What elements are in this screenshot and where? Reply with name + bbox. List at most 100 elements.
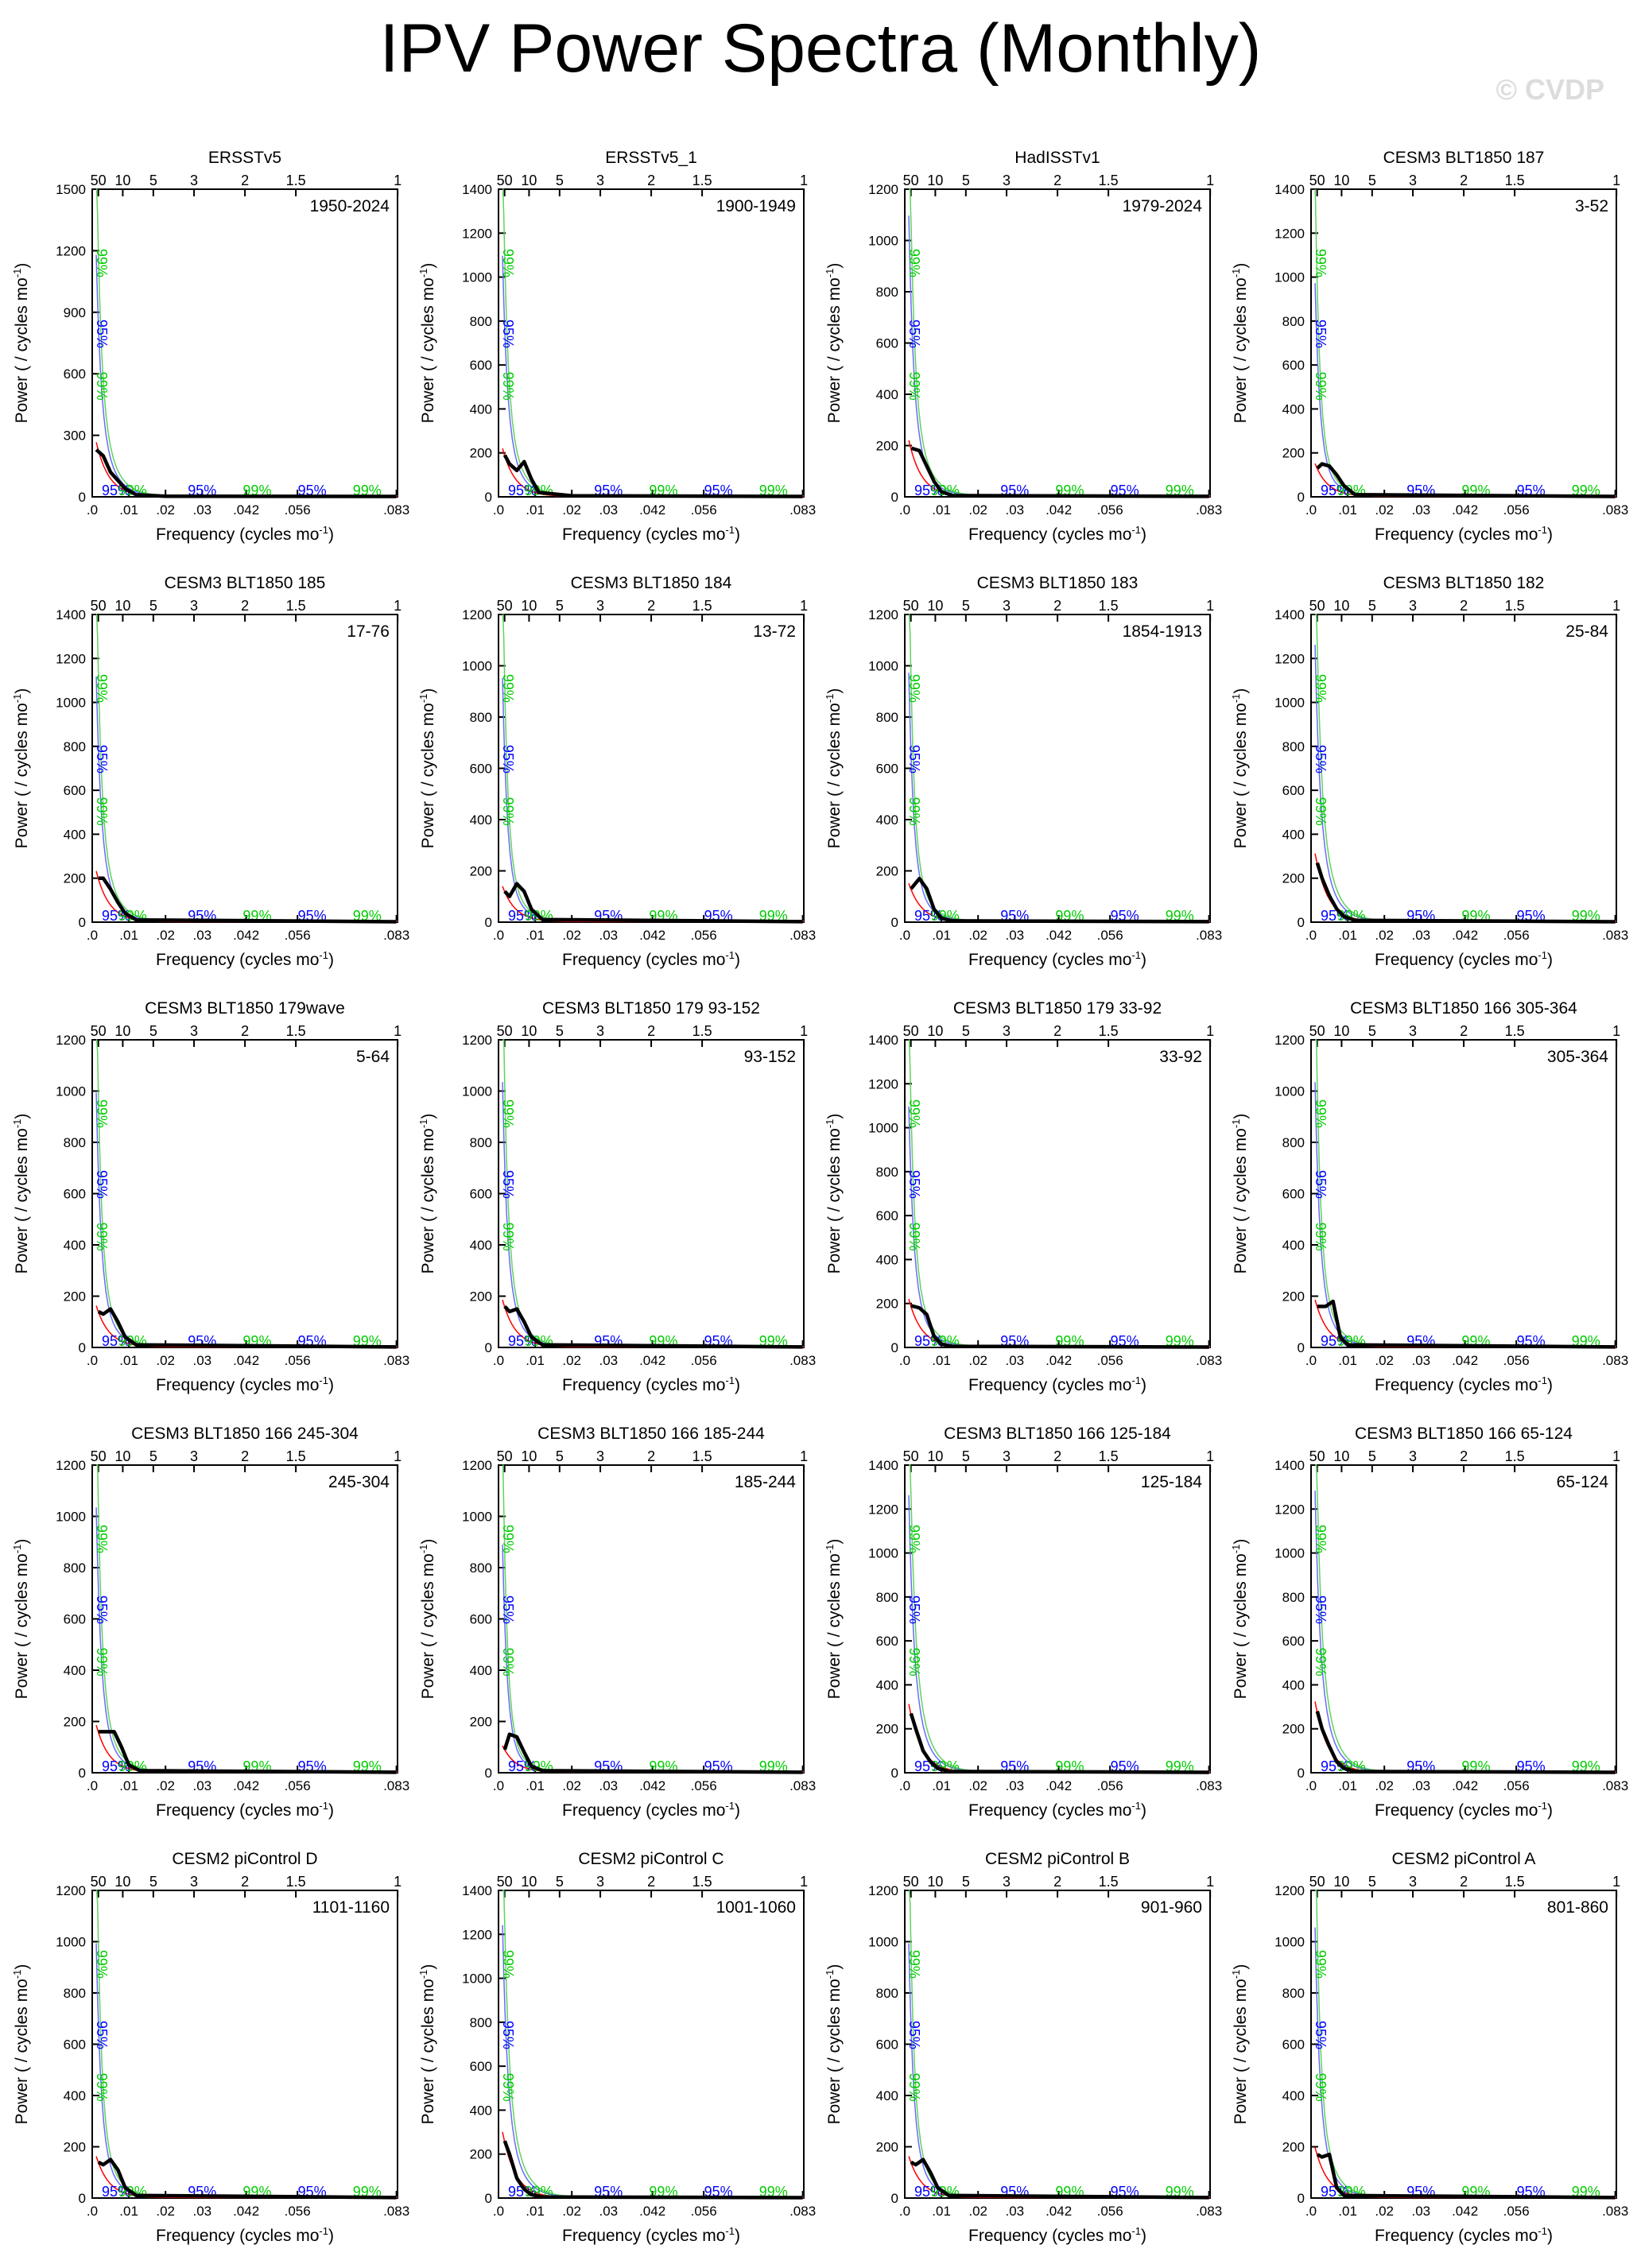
confidence-label: 99% [94,1525,110,1553]
period-label: 93-152 [744,1048,796,1066]
period-tick-label: 5 [1368,1874,1376,1890]
x-tick-label: .01 [932,502,951,518]
y-tick-label: 0 [79,2191,86,2206]
y-tick-label: 600 [64,1612,86,1627]
period-label: 901-960 [1141,1898,1202,1917]
y-tick-label: 400 [1282,827,1305,842]
panel-title: CESM3 BLT1850 179wave [145,999,345,1018]
period-tick-label: 3 [596,1023,604,1039]
confidence-label: 99% [94,1099,110,1128]
period-tick-label: 3 [190,173,198,188]
x-tick-label: .042 [1046,928,1072,943]
y-tick-label: 600 [470,1187,492,1202]
x-tick-label: .042 [233,928,259,943]
period-tick-label: 3 [190,598,198,614]
confidence-label: 99% [94,1950,110,1979]
x-tick-label: .02 [156,928,175,943]
x-tick-label: .083 [383,1778,409,1793]
y-tick-label: 1000 [56,1510,86,1525]
x-tick-label: .02 [1375,1778,1394,1793]
spectrum-line [503,882,803,924]
y-axis-label: Power ( / cycles mo-1) [417,688,437,849]
plot-frame [498,1890,805,2199]
period-tick-label: 1.5 [1505,1874,1525,1890]
period-tick-label: 3 [1409,1023,1417,1039]
y-tick-label: 800 [1282,739,1305,754]
y-tick-label: 1400 [462,1883,492,1898]
y-tick-label: 800 [1282,314,1305,329]
confidence-label: 99% [94,2073,110,2102]
period-tick-label: 5 [962,1874,970,1890]
x-tick-label: .01 [526,1778,545,1793]
p99-confidence-line [1314,188,1616,497]
x-axis-label: Frequency (cycles mo-1) [1375,949,1553,969]
confidence-label: 95% [1313,1595,1329,1624]
period-tick-label: 50 [1309,1874,1325,1890]
x-tick-label: .02 [156,1778,175,1793]
p95-confidence-line [502,1544,804,1773]
x-tick-label: .056 [1097,928,1123,943]
x-tick-label: .0 [87,502,98,518]
y-tick-label: 0 [1298,2191,1305,2206]
y-tick-label: 1000 [868,1121,898,1136]
p95-confidence-line [502,1082,804,1347]
x-axis-label: Frequency (cycles mo-1) [156,949,334,969]
confidence-label: 99% [94,797,110,826]
plot-frame [904,614,1211,923]
confidence-label: 95% [508,908,537,924]
spectrum-line [502,1732,803,1774]
y-tick-label: 1200 [462,607,492,622]
x-tick-label: .042 [639,2204,665,2219]
period-tick-label: 10 [521,598,537,614]
y-tick-label: 1200 [56,651,86,666]
x-tick-label: .083 [383,502,409,518]
y-tick-label: 0 [79,1766,86,1781]
x-tick-label: .01 [1338,1353,1357,1368]
period-tick-label: 3 [1409,173,1417,188]
y-tick-label: 1400 [868,1458,898,1473]
y-tick-label: 600 [470,358,492,373]
period-tick-label: 50 [91,173,107,188]
x-tick-label: .056 [1503,2204,1530,2219]
period-tick-label: 1.5 [692,1023,712,1039]
y-axis-label: Power ( / cycles mo-1) [417,1539,437,1700]
p99-confidence-line [1315,1890,1616,2198]
period-tick-label: 2 [1460,173,1468,188]
confidence-label: 95% [1313,745,1329,773]
x-tick-label: .056 [1097,1353,1123,1368]
p95-confidence-line [908,1943,1210,2198]
period-tick-label: 10 [1333,1448,1349,1464]
period-tick-label: 50 [903,598,919,614]
y-tick-label: 600 [64,1187,86,1202]
panel-title: CESM2 piControl B [985,1850,1130,1868]
y-tick-label: 1500 [56,182,86,197]
period-tick-label: 10 [927,1023,943,1039]
x-tick-label: .042 [1046,1778,1072,1793]
period-tick-label: 50 [91,1023,107,1039]
confidence-label: 99% [906,1648,922,1677]
y-tick-label: 800 [64,739,86,754]
panel-title: CESM3 BLT1850 184 [571,574,732,592]
p95-confidence-line [908,1106,1210,1347]
x-axis-label: Frequency (cycles mo-1) [156,1374,334,1394]
period-tick-label: 50 [91,598,107,614]
plot-frame [91,1039,398,1348]
period-tick-label: 50 [497,1023,513,1039]
period-tick-label: 2 [241,598,249,614]
spectrum-panel: CESM2 piControl D 1101-1160 .0 .01 .02 .03 .04… [11,1850,409,2245]
spectrum-panel: CESM3 BLT1850 166 125-184 125-184 .0 .01 .02… [824,1425,1222,1820]
y-tick-label: 1000 [1274,1084,1305,1099]
y-tick-label: 0 [891,2191,898,2206]
x-axis-label: Frequency (cycles mo-1) [156,524,334,544]
y-tick-label: 400 [1282,1677,1305,1692]
y-tick-label: 200 [876,1722,898,1737]
x-tick-label: .0 [899,502,910,518]
x-axis-label: Frequency (cycles mo-1) [968,524,1146,544]
panel-title: CESM3 BLT1850 187 [1383,149,1545,167]
x-tick-label: .083 [1196,1778,1222,1793]
confidence-label: 99% [1572,1758,1600,1774]
y-tick-label: 600 [876,2037,898,2053]
confidence-label: 99% [1313,1648,1329,1677]
x-tick-label: .03 [599,1778,618,1793]
